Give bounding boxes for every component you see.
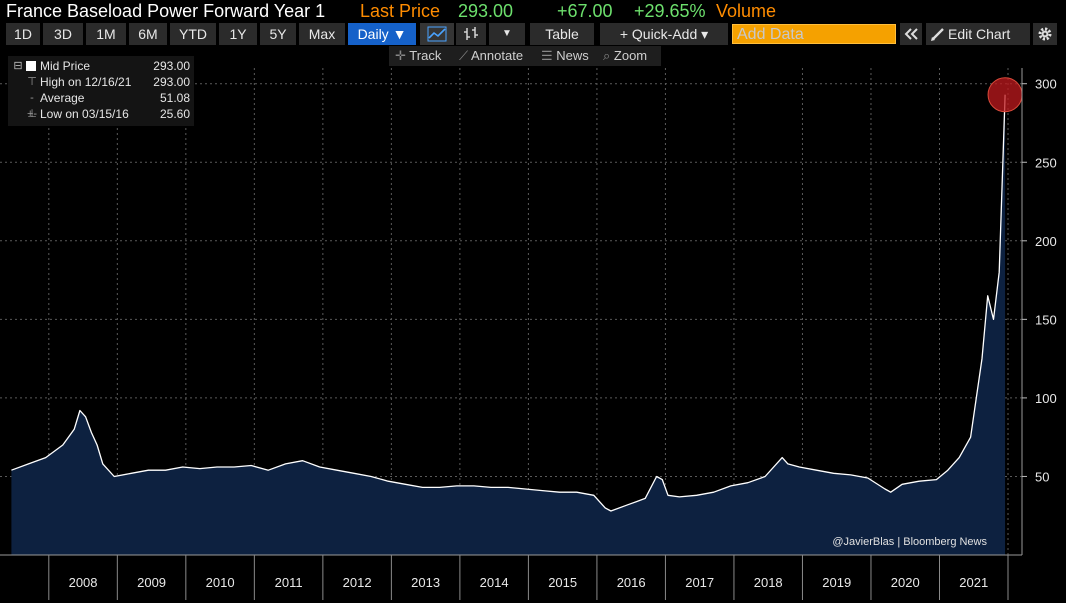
high-marker-icon: ⊤	[27, 76, 37, 88]
x-tick-label: 2019	[822, 575, 851, 590]
price-series-line	[11, 94, 1006, 512]
last-price-label: Last Price	[360, 1, 441, 21]
range-max-button[interactable]: Max	[299, 23, 345, 45]
collapse-button[interactable]	[900, 23, 922, 45]
collapse-icon[interactable]: ⊟	[13, 60, 23, 72]
chart-credit: @JavierBlas | Bloomberg News	[832, 536, 987, 548]
x-tick-label: 2021	[959, 575, 988, 590]
low-marker-icon: ⊥	[27, 108, 37, 120]
annotate-tool[interactable]: ⟋ Annotate	[459, 46, 523, 66]
gear-icon	[1038, 27, 1052, 41]
track-label: Track	[409, 48, 442, 63]
legend-average-label: Average	[40, 91, 85, 105]
x-tick-label: 2018	[754, 575, 783, 590]
average-marker-icon: -+-	[26, 92, 38, 120]
legend-high-value: 293.00	[153, 75, 190, 89]
price-change: +67.00	[557, 1, 613, 21]
legend-low-value: 25.60	[159, 107, 190, 121]
range-6m-button[interactable]: 6M	[129, 23, 167, 45]
edit-chart-button[interactable]: Edit Chart	[926, 23, 1030, 45]
legend-low-row: ⊥ Low on 03/15/16 25.60	[8, 106, 194, 122]
y-tick-label: 250	[1035, 155, 1057, 170]
price-area-fill	[11, 94, 1006, 555]
x-tick-label: 2008	[69, 575, 98, 590]
legend-series-label: Mid Price	[40, 59, 91, 73]
legend-average-row: -+- Average 51.08	[8, 90, 194, 120]
edit-chart-label: Edit Chart	[948, 26, 1011, 42]
zoom-tool[interactable]: ⌕ Zoom	[603, 46, 647, 66]
range-ytd-button[interactable]: YTD	[170, 23, 216, 45]
range-1m-button[interactable]: 1M	[86, 23, 126, 45]
volume-label[interactable]: Volume	[716, 1, 777, 21]
legend-average-value: 51.08	[159, 91, 190, 105]
legend-series-value: 293.00	[153, 59, 190, 73]
quick-add-button[interactable]: + Quick-Add ▾	[600, 23, 728, 45]
zoom-label: Zoom	[613, 48, 648, 63]
news-icon: ☰	[541, 48, 553, 63]
x-tick-label: 2010	[206, 575, 235, 590]
y-tick-label: 100	[1035, 391, 1057, 406]
y-tick-label: 150	[1035, 312, 1057, 327]
x-tick-label: 2011	[275, 575, 303, 590]
magnifier-icon: ⌕	[603, 48, 611, 63]
y-tick-label: 50	[1035, 469, 1049, 484]
title-bar: France Baseload Power Forward Year 1 Las…	[0, 0, 1066, 22]
x-axis: 2008 2009 2010 2011 2012 2013 2014 2015 2016 2017…	[0, 554, 1022, 600]
series-swatch	[26, 61, 36, 71]
chart-subtoolbar: ✛ Track ⟋ Annotate ☰ News ⌕ Zoom	[389, 46, 661, 66]
x-tick-label: 2017	[685, 575, 714, 590]
x-tick-label: 2012	[343, 575, 372, 590]
frequency-dropdown[interactable]: Daily ▼	[348, 23, 416, 45]
y-axis: 50 100 150 200 250 300	[1021, 68, 1057, 555]
x-tick-label: 2015	[548, 575, 577, 590]
track-tool[interactable]: ✛ Track	[395, 46, 441, 66]
news-tool[interactable]: ☰ News	[541, 46, 589, 66]
price-change-pct: +29.65%	[634, 1, 706, 21]
legend-low-label: Low on 03/15/16	[40, 107, 129, 121]
chart-type-dropdown[interactable]: ▼	[489, 23, 525, 45]
pencil-icon	[931, 28, 944, 41]
line-chart-type-button[interactable]	[420, 23, 454, 45]
range-3d-button[interactable]: 3D	[43, 23, 83, 45]
double-chevron-left-icon	[904, 28, 918, 40]
annotate-label: Annotate	[471, 48, 524, 63]
legend-series-row[interactable]: ⊟ Mid Price 293.00	[8, 58, 194, 74]
y-tick-label: 200	[1035, 234, 1057, 249]
ohlc-bars-icon	[464, 27, 478, 40]
line-chart-icon	[427, 26, 447, 42]
range-1d-button[interactable]: 1D	[6, 23, 40, 45]
security-title: France Baseload Power Forward Year 1	[6, 1, 326, 21]
annotate-icon: ⟋	[459, 48, 469, 63]
bar-chart-type-button[interactable]	[456, 23, 486, 45]
add-data-input[interactable]: Add Data	[732, 24, 896, 44]
last-price-highlight	[987, 77, 1023, 113]
chart-toolbar: 1D 3D 1M 6M YTD 1Y 5Y Max Daily ▼ ▼ Tabl…	[0, 23, 1066, 45]
y-tick-label: 300	[1035, 77, 1057, 92]
range-5y-button[interactable]: 5Y	[260, 23, 296, 45]
range-1y-button[interactable]: 1Y	[219, 23, 257, 45]
settings-button[interactable]	[1033, 23, 1057, 45]
x-tick-label: 2014	[480, 575, 509, 590]
table-button[interactable]: Table	[530, 23, 594, 45]
x-tick-label: 2013	[411, 575, 440, 590]
x-tick-label: 2016	[617, 575, 646, 590]
last-price-value: 293.00	[458, 1, 514, 21]
news-label: News	[556, 48, 589, 63]
chart-legend: ⊟ Mid Price 293.00 ⊤ High on 12/16/21 29…	[8, 56, 194, 126]
x-tick-label: 2020	[891, 575, 920, 590]
legend-high-label: High on 12/16/21	[40, 75, 132, 89]
x-tick-label: 2009	[137, 575, 166, 590]
chevron-down-icon: ▼	[502, 28, 512, 39]
legend-high-row: ⊤ High on 12/16/21 293.00	[8, 74, 194, 90]
crosshair-icon: ✛	[395, 48, 406, 63]
